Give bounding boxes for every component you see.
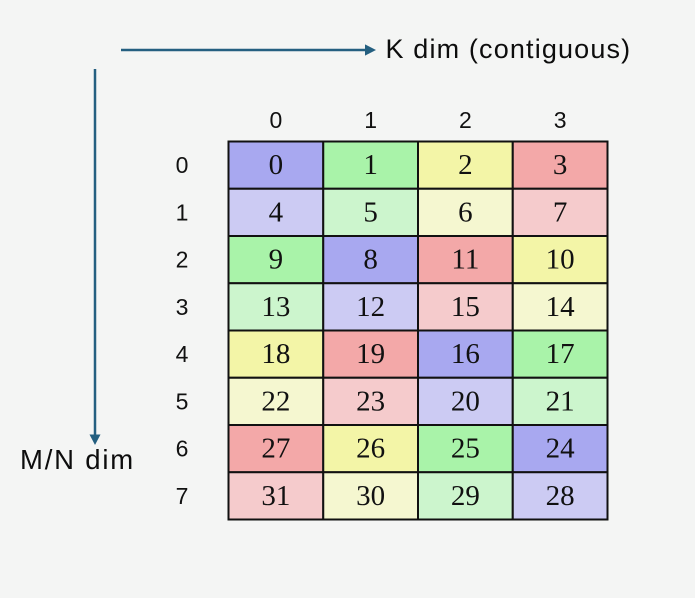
svg-text:2: 2 [458,149,473,181]
svg-text:1: 1 [364,107,377,133]
svg-text:7: 7 [553,196,568,228]
svg-text:14: 14 [546,291,576,323]
svg-text:1: 1 [176,199,189,225]
svg-text:12: 12 [356,291,385,323]
svg-text:29: 29 [451,480,480,512]
svg-text:19: 19 [356,338,385,370]
svg-text:22: 22 [261,385,290,417]
svg-text:23: 23 [356,385,385,417]
svg-text:9: 9 [269,244,284,276]
svg-text:0: 0 [269,107,282,133]
svg-text:28: 28 [546,480,575,512]
svg-text:6: 6 [176,436,189,462]
svg-text:25: 25 [451,433,480,465]
svg-text:5: 5 [176,388,189,414]
svg-text:0: 0 [176,152,189,178]
svg-text:24: 24 [546,433,576,465]
svg-text:10: 10 [546,244,575,276]
svg-text:30: 30 [356,480,385,512]
svg-text:26: 26 [356,433,385,465]
svg-text:27: 27 [261,433,290,465]
svg-text:18: 18 [261,338,290,370]
svg-text:20: 20 [451,385,480,417]
svg-text:3: 3 [553,149,568,181]
svg-text:16: 16 [451,338,480,370]
svg-text:1: 1 [363,149,378,181]
svg-text:4: 4 [176,341,189,367]
svg-text:2: 2 [459,107,472,133]
svg-text:7: 7 [176,483,189,509]
svg-text:31: 31 [261,480,290,512]
svg-text:2: 2 [176,247,189,273]
svg-text:21: 21 [546,385,575,417]
svg-text:M/N dim: M/N dim [20,444,135,475]
svg-text:4: 4 [269,196,284,228]
svg-text:3: 3 [554,107,567,133]
svg-text:11: 11 [451,244,479,276]
svg-text:0: 0 [269,149,284,181]
svg-text:K dim (contiguous): K dim (contiguous) [386,34,632,64]
svg-text:6: 6 [458,196,473,228]
svg-text:8: 8 [363,244,378,276]
svg-text:15: 15 [451,291,480,323]
svg-text:13: 13 [261,291,290,323]
svg-text:3: 3 [176,294,189,320]
svg-text:5: 5 [363,196,378,228]
svg-text:17: 17 [546,338,575,370]
